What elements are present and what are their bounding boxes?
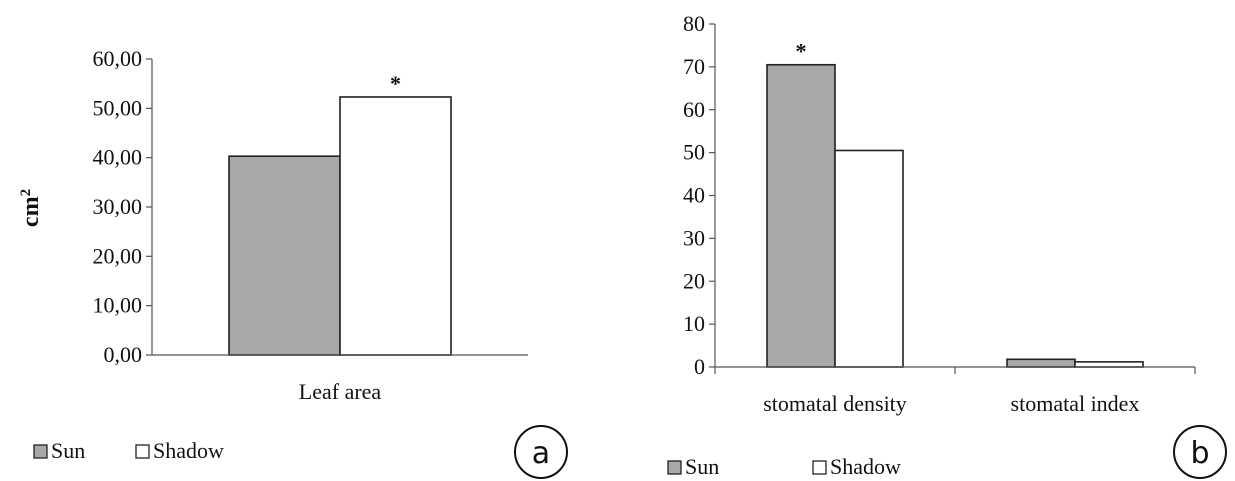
legend-swatch-sun <box>33 444 48 459</box>
y-axis-ticks-b: 0 10 20 30 40 50 60 70 80 <box>683 11 715 379</box>
y-tick-label: 60,00 <box>93 46 143 71</box>
y-axis-label-superscript-a: 2 <box>18 189 34 197</box>
bar-sun-1 <box>1006 358 1076 368</box>
y-tick-label: 10 <box>683 311 705 336</box>
legend-swatch-sun <box>667 460 682 475</box>
significance-marker: * <box>796 39 807 64</box>
y-tick-label: 20,00 <box>93 243 143 268</box>
svg-text:cm2: cm2 <box>18 189 44 227</box>
y-tick-label: 0,00 <box>104 342 143 367</box>
y-tick-label: 30 <box>683 225 705 250</box>
bar-sun-0 <box>766 63 836 368</box>
bars-b: * <box>766 39 1144 368</box>
y-tick-label: 80 <box>683 11 705 36</box>
legend-swatch-shadow <box>812 460 827 475</box>
y-tick-label: 0 <box>694 354 705 379</box>
category-label: stomatal index <box>1011 391 1140 416</box>
y-axis-label-a: cm2 <box>18 189 44 227</box>
legend-b: Sun Shadow <box>667 454 901 479</box>
bar-shadow-1 <box>1074 361 1144 368</box>
panel-letter-b-text: b <box>1190 436 1209 471</box>
chart-panel-a: cm2 0,00 10,00 20,00 30,00 40,00 50,00 60,00 *… <box>18 46 568 479</box>
y-tick-label: 10,00 <box>93 293 143 318</box>
y-axis-label-text-a: cm <box>18 196 44 227</box>
y-tick-label: 20 <box>683 268 705 293</box>
category-label: stomatal density <box>763 391 907 416</box>
y-tick-label: 50 <box>683 140 705 165</box>
category-label: Leaf area <box>299 379 382 404</box>
panel-letter-a-text: a <box>532 436 550 471</box>
legend-label-sun: Sun <box>685 454 719 479</box>
y-tick-label: 40 <box>683 183 705 208</box>
category-labels-b: stomatal density stomatal index <box>763 367 1196 416</box>
bar-sun-0 <box>228 155 341 356</box>
panel-letter-b: b <box>1173 425 1227 479</box>
bars-a: * <box>228 71 452 356</box>
legend-label-sun: Sun <box>51 438 85 463</box>
y-tick-label: 60 <box>683 97 705 122</box>
significance-marker: * <box>390 71 401 96</box>
y-axis-ticks-a: 0,00 10,00 20,00 30,00 40,00 50,00 60,00 <box>93 46 152 367</box>
legend-label-shadow: Shadow <box>830 454 901 479</box>
y-tick-label: 50,00 <box>93 95 143 120</box>
category-labels-a: Leaf area <box>299 379 382 404</box>
panel-letter-a: a <box>514 425 568 479</box>
y-tick-label: 70 <box>683 54 705 79</box>
axes-a <box>151 59 528 356</box>
legend-a: Sun Shadow <box>33 438 224 463</box>
legend-swatch-shadow <box>135 444 150 459</box>
y-tick-label: 40,00 <box>93 145 143 170</box>
legend-label-shadow: Shadow <box>153 438 224 463</box>
bar-shadow-0 <box>834 149 904 368</box>
y-tick-label: 30,00 <box>93 194 143 219</box>
bar-shadow-0 <box>339 96 452 356</box>
